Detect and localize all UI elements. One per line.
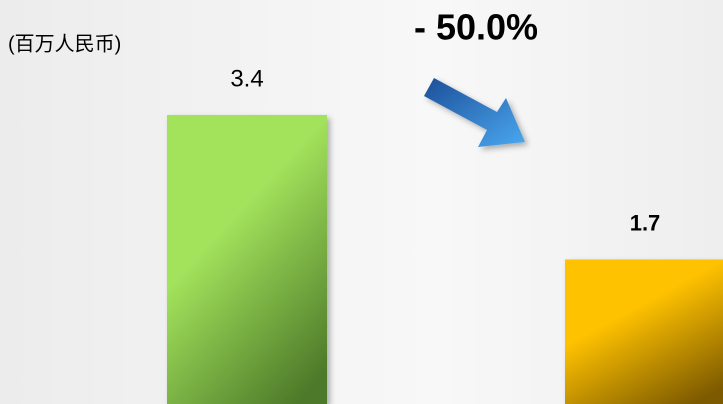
value-label: 1.7 bbox=[630, 210, 661, 235]
bar bbox=[167, 115, 327, 404]
unit-label: (百万人民币) bbox=[8, 32, 121, 55]
arrow bbox=[424, 78, 525, 147]
change-annotation: - 50.0% bbox=[414, 7, 538, 48]
value-label: 3.4 bbox=[230, 65, 263, 92]
bar bbox=[565, 259, 723, 404]
